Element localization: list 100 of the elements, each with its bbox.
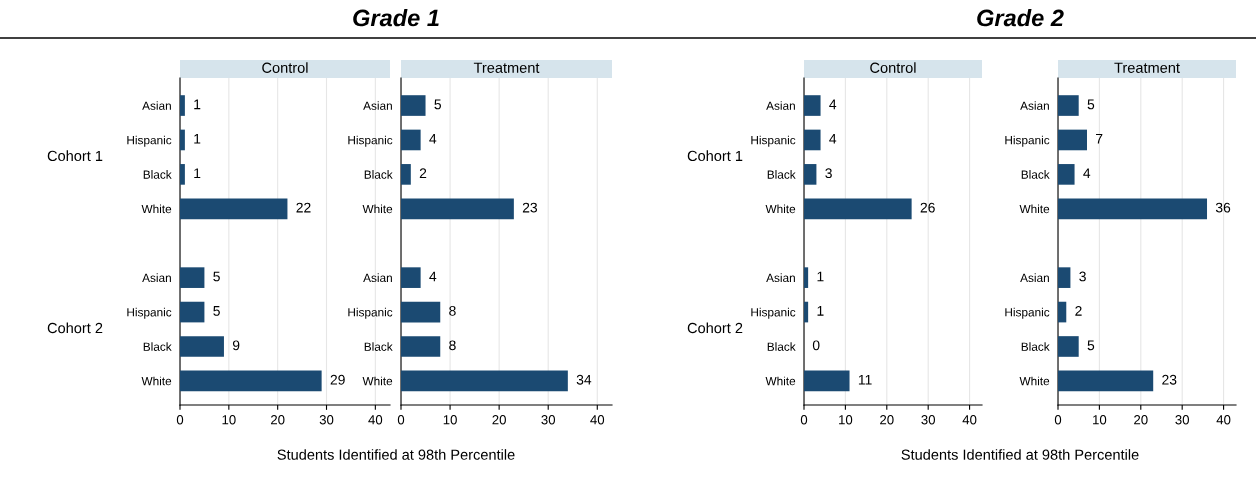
y-tick-label: Black bbox=[364, 342, 393, 351]
x-tick-label: 20 bbox=[880, 415, 894, 425]
data-label: 5 bbox=[213, 271, 220, 282]
bar bbox=[804, 164, 817, 185]
y-tick-label: White bbox=[141, 204, 172, 214]
chart-title: Treatment bbox=[473, 62, 540, 73]
bar bbox=[1058, 95, 1079, 116]
bar bbox=[180, 301, 205, 323]
bar bbox=[180, 370, 322, 392]
y-tick-label: White bbox=[141, 376, 172, 386]
text: Grade 1 bbox=[353, 9, 439, 27]
bar bbox=[1058, 301, 1067, 323]
x-tick-label: 40 bbox=[1216, 415, 1231, 425]
y-tick-label: White bbox=[1019, 204, 1050, 214]
y-tick-label: Asian bbox=[1020, 101, 1049, 110]
y-tick-label: Hispanic bbox=[127, 307, 172, 319]
data-label: 26 bbox=[920, 202, 935, 213]
x-tick-label: 0 bbox=[800, 415, 808, 425]
bar bbox=[401, 198, 514, 220]
y-tick-label: Asian bbox=[1020, 273, 1049, 283]
data-label: 23 bbox=[522, 202, 538, 213]
bar bbox=[804, 198, 912, 220]
data-label: 3 bbox=[825, 168, 832, 179]
x-tick-label: 30 bbox=[541, 415, 556, 425]
x-tick-label: 30 bbox=[319, 415, 334, 425]
x-tick-label: 40 bbox=[590, 415, 605, 425]
x-tick-label: 10 bbox=[1093, 415, 1107, 425]
y-tick-label: Hispanic bbox=[348, 307, 393, 319]
data-label: 1 bbox=[817, 271, 824, 282]
data-label: 4 bbox=[429, 133, 437, 144]
x-axis-title: Students Identified at 98th Percentile bbox=[277, 449, 515, 460]
bar bbox=[401, 129, 421, 151]
data-label: 8 bbox=[449, 340, 456, 351]
y-tick-label: Hispanic bbox=[348, 135, 393, 147]
chart-title: Treatment bbox=[1114, 62, 1180, 73]
chart-title: Control bbox=[870, 62, 916, 73]
bar bbox=[180, 198, 288, 220]
y-tick-label: Asian bbox=[363, 101, 392, 110]
x-tick-label: 30 bbox=[921, 415, 936, 425]
data-label: 8 bbox=[449, 305, 456, 316]
bar bbox=[1058, 336, 1079, 357]
y-tick-label: White bbox=[1019, 376, 1050, 386]
bar bbox=[180, 95, 185, 116]
data-label: 4 bbox=[829, 133, 837, 144]
data-label: 4 bbox=[829, 99, 837, 110]
bar bbox=[1058, 267, 1071, 288]
y-tick-label: Black bbox=[143, 342, 172, 351]
data-label: 4 bbox=[1083, 168, 1091, 178]
bar bbox=[401, 95, 426, 116]
x-tick-label: 40 bbox=[368, 415, 383, 425]
data-label: 7 bbox=[1096, 133, 1103, 144]
data-label: 36 bbox=[1215, 202, 1231, 213]
data-label: 1 bbox=[194, 168, 201, 178]
data-label: 23 bbox=[1162, 374, 1177, 385]
data-label: 2 bbox=[419, 168, 427, 178]
data-label: 2 bbox=[1075, 305, 1082, 316]
y-tick-label: Black bbox=[767, 170, 796, 179]
x-tick-label: 40 bbox=[962, 415, 977, 425]
y-tick-label: Black bbox=[364, 170, 393, 179]
x-tick-label: 30 bbox=[1175, 415, 1190, 425]
y-tick-label: White bbox=[765, 204, 796, 214]
data-label: 9 bbox=[232, 340, 240, 351]
y-tick-label: Asian bbox=[142, 273, 171, 283]
data-label: 34 bbox=[576, 374, 592, 385]
bar bbox=[401, 370, 568, 392]
data-label: 5 bbox=[434, 99, 442, 110]
data-label: 5 bbox=[1087, 99, 1095, 110]
bar bbox=[1058, 129, 1087, 151]
bar bbox=[1058, 164, 1075, 185]
x-tick-label: 20 bbox=[492, 415, 506, 425]
y-tick-label: Hispanic bbox=[751, 135, 796, 147]
data-label: 3 bbox=[1079, 271, 1086, 282]
y-tick-label: Hispanic bbox=[127, 135, 172, 147]
y-tick-label: Asian bbox=[766, 101, 795, 110]
bar bbox=[804, 370, 850, 392]
text: Cohort 1 bbox=[687, 150, 743, 162]
y-tick-label: Black bbox=[1021, 342, 1050, 351]
x-tick-label: 10 bbox=[839, 415, 853, 425]
data-label: 5 bbox=[1087, 340, 1095, 351]
y-tick-label: Black bbox=[1021, 170, 1050, 179]
bar bbox=[180, 336, 224, 357]
data-label: 1 bbox=[194, 99, 201, 110]
bar bbox=[401, 336, 441, 357]
x-tick-label: 10 bbox=[222, 415, 236, 425]
data-label: 1 bbox=[817, 306, 824, 316]
data-label: 1 bbox=[194, 133, 201, 144]
bar bbox=[401, 164, 411, 185]
bar bbox=[1058, 370, 1154, 392]
bar bbox=[180, 164, 185, 185]
bar bbox=[401, 267, 421, 288]
y-tick-label: White bbox=[362, 376, 393, 386]
x-axis-title: Students Identified at 98th Percentile bbox=[901, 449, 1139, 460]
y-tick-label: Hispanic bbox=[1005, 307, 1050, 319]
y-tick-label: Asian bbox=[142, 101, 171, 110]
y-tick-label: White bbox=[765, 376, 796, 386]
y-tick-label: Hispanic bbox=[751, 307, 796, 319]
x-tick-label: 20 bbox=[1134, 415, 1148, 425]
bar bbox=[804, 95, 821, 116]
x-tick-label: 0 bbox=[176, 415, 184, 425]
bar bbox=[804, 267, 809, 288]
